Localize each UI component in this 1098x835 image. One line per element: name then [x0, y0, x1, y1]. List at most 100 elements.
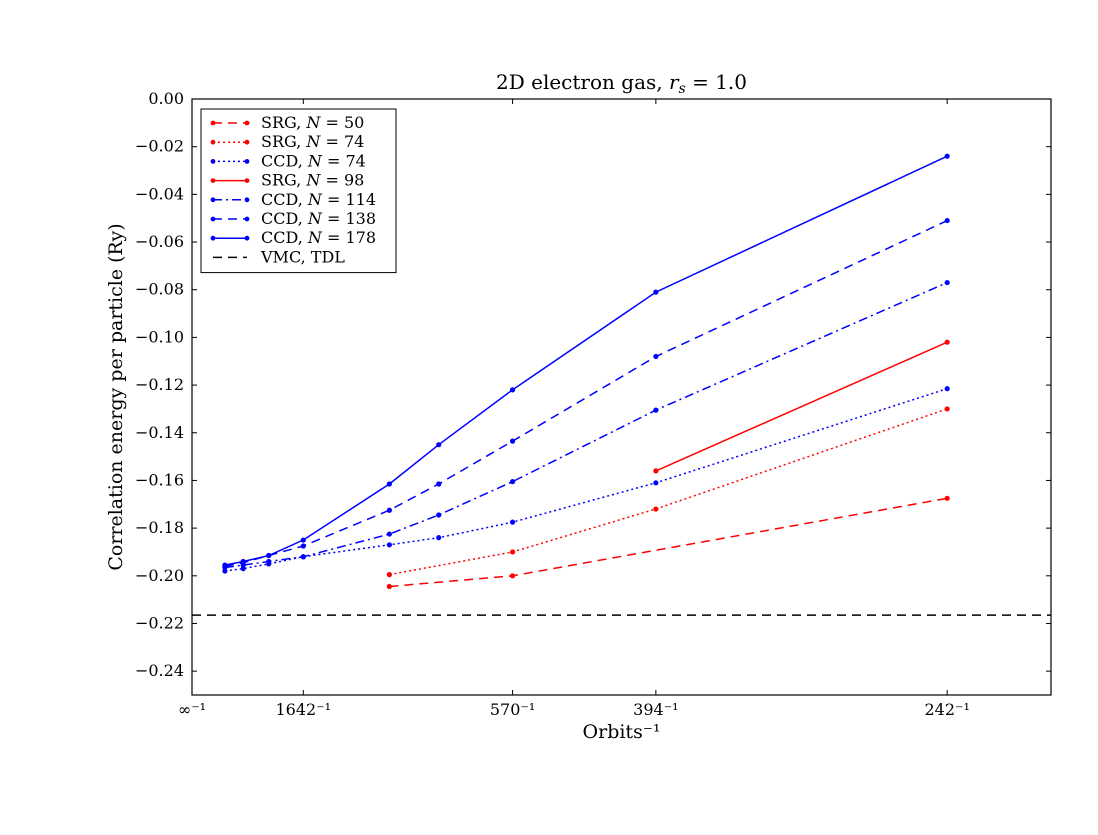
y-tick-label: −0.20	[135, 566, 184, 585]
chart-title-sub: s	[679, 81, 686, 97]
y-axis-label: Correlation energy per particle (Ry)	[105, 223, 127, 570]
x-tick-label: 1642⁻¹	[276, 700, 332, 719]
legend-marker	[210, 235, 216, 241]
data-point	[436, 535, 442, 541]
data-point	[386, 481, 392, 487]
chart-title-var: r	[669, 70, 680, 94]
y-tick-label: 0.00	[148, 89, 184, 108]
series-2	[222, 386, 950, 574]
data-point	[509, 387, 516, 393]
legend-item: CCD, N = 74	[210, 151, 366, 170]
axes-frame	[191, 98, 1052, 696]
y-tick-label: −0.06	[135, 232, 184, 251]
data-point	[653, 506, 659, 512]
legend-marker	[210, 139, 216, 145]
data-point	[386, 542, 392, 548]
legend-box	[200, 108, 397, 274]
legend-label: VMC, TDL	[260, 247, 345, 266]
data-point	[944, 153, 950, 159]
legend-marker	[244, 159, 250, 164]
data-point	[653, 480, 659, 486]
chart-title: 2D electron gas, rs = 1.0	[496, 70, 747, 97]
series-3	[653, 339, 950, 474]
data-point	[653, 353, 659, 360]
legend-item: SRG, N = 74	[210, 132, 364, 151]
legend-marker	[244, 120, 250, 126]
y-tick-label: −0.12	[135, 375, 184, 394]
data-point	[436, 481, 442, 487]
legend-marker	[244, 235, 250, 241]
series-line	[389, 408, 948, 576]
legend-marker	[210, 159, 216, 164]
data-point	[266, 558, 272, 565]
data-point	[386, 531, 392, 537]
legend-label: SRG, N = 74	[261, 132, 364, 151]
data-point	[509, 479, 516, 485]
data-point	[509, 573, 516, 579]
data-point	[436, 442, 442, 448]
x-tick-label: 570⁻¹	[490, 700, 535, 719]
legend-label: CCD, N = 114	[261, 190, 376, 209]
legend-label: CCD, N = 138	[261, 209, 376, 228]
y-tick-label: −0.04	[135, 184, 184, 203]
data-point	[509, 438, 516, 444]
data-point	[944, 386, 950, 392]
legend-item: SRG, N = 98	[210, 171, 364, 190]
series-line	[389, 497, 948, 588]
data-point	[222, 562, 228, 568]
data-point	[653, 468, 659, 474]
data-point	[240, 558, 246, 565]
data-point	[509, 519, 516, 525]
data-point	[386, 507, 392, 513]
x-tick-label: 242⁻¹	[924, 700, 969, 719]
data-point	[944, 495, 950, 501]
y-tick-label: −0.16	[135, 470, 184, 489]
legend-marker	[210, 120, 216, 126]
legend-item: VMC, TDL	[213, 247, 345, 266]
data-point	[653, 289, 659, 295]
data-point	[300, 554, 306, 560]
x-tick-label: ∞⁻¹	[178, 700, 206, 719]
legend-item: SRG, N = 50	[210, 113, 364, 132]
legend-marker	[244, 139, 250, 145]
legend-label: CCD, N = 178	[261, 228, 376, 247]
series-line	[224, 387, 948, 572]
data-point	[944, 217, 950, 224]
data-point	[222, 568, 228, 574]
y-tick-label: −0.10	[135, 327, 184, 346]
data-point	[944, 339, 950, 345]
y-tick-label: −0.24	[135, 661, 184, 680]
series-6	[222, 153, 950, 568]
series-0	[386, 495, 950, 590]
series-line	[224, 281, 948, 569]
data-point	[653, 407, 659, 413]
data-point	[386, 583, 392, 590]
data-point	[240, 566, 246, 572]
legend-marker	[244, 178, 250, 184]
data-point	[509, 549, 516, 555]
data-point	[944, 406, 950, 412]
data-point	[266, 552, 272, 559]
y-tick-label: −0.14	[135, 423, 184, 442]
series-line	[224, 219, 948, 568]
y-tick-label: −0.18	[135, 518, 184, 537]
legend-item: CCD, N = 138	[210, 209, 376, 228]
legend-label: SRG, N = 98	[261, 171, 364, 190]
x-tick-label: 394⁻¹	[633, 700, 678, 719]
legend-marker	[244, 197, 250, 203]
legend-marker	[210, 197, 216, 203]
chart-title-rest: = 1.0	[686, 70, 747, 94]
x-axis-label: Orbits⁻¹	[583, 721, 661, 743]
legend-item: CCD, N = 178	[210, 228, 376, 247]
legend-label: SRG, N = 50	[261, 113, 364, 132]
chart-title-main: 2D electron gas,	[496, 70, 669, 94]
data-point	[436, 512, 442, 518]
plot-layer	[192, 153, 1051, 616]
legend-marker	[210, 216, 216, 222]
data-point	[386, 572, 392, 578]
legend-item: CCD, N = 114	[210, 190, 376, 209]
legend-label: CCD, N = 74	[261, 151, 366, 170]
y-tick-label: −0.08	[135, 280, 184, 299]
